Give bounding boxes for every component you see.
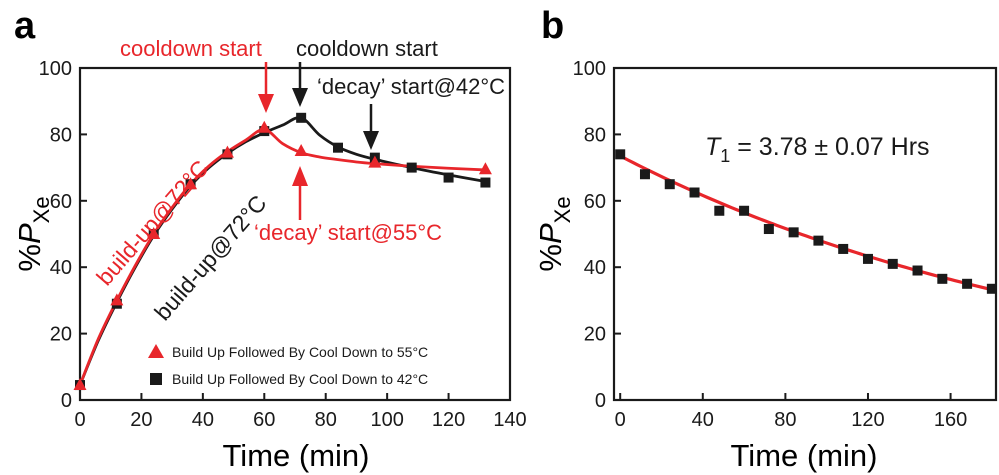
x-tick-label: 140 <box>493 409 526 431</box>
data-point-square <box>788 227 799 238</box>
data-point-square <box>615 149 626 160</box>
data-point-triangle <box>110 293 124 306</box>
chart-b-fit-line <box>615 152 993 292</box>
x-tick-label: 120 <box>432 409 465 431</box>
exponential-fit-line <box>615 152 993 292</box>
chart-b-xlabel: Time (min) <box>731 438 878 473</box>
chart-a-points <box>73 112 492 391</box>
chart-b-ylabel: %PXe <box>533 196 575 271</box>
y-tick-label: 60 <box>584 191 606 213</box>
x-tick-label: 100 <box>370 409 403 431</box>
chart-a-legend: Build Up Followed By Cool Down to 55°C B… <box>148 344 428 387</box>
legend-label-55: Build Up Followed By Cool Down to 55°C <box>172 344 428 360</box>
x-tick-label: 20 <box>130 409 152 431</box>
chart-a-frame <box>78 66 512 402</box>
panel-label-b: b <box>541 5 564 47</box>
data-point-triangle <box>294 144 308 156</box>
data-point-triangle <box>257 120 271 133</box>
chart-a-ylabel: %PXe <box>12 196 54 271</box>
chart-a: 0 20 40 60 80 100 120 140 0 20 40 60 80 100 %PXe Time… <box>12 36 527 473</box>
data-point-triangle <box>368 155 382 168</box>
data-point-square <box>664 179 675 190</box>
y-tick-label: 20 <box>50 324 72 346</box>
data-point-triangle <box>220 145 234 158</box>
data-point-square <box>406 162 417 173</box>
x-tick-label: 120 <box>851 409 884 431</box>
data-point-triangle <box>147 227 161 239</box>
annotation-cooldown-start-red: cooldown start <box>120 36 262 61</box>
legend-label-42: Build Up Followed By Cool Down to 42°C <box>172 371 428 387</box>
x-tick-label: 40 <box>192 409 214 431</box>
data-point-square <box>838 243 849 254</box>
arrow-cooldown-red <box>258 62 274 113</box>
y-tick-label: 100 <box>573 58 606 80</box>
chart-b-ticks: 0 40 80 120 160 0 20 40 60 80 100 <box>573 58 968 431</box>
y-tick-label: 0 <box>595 390 606 412</box>
data-point-square <box>443 172 454 183</box>
y-tick-label: 80 <box>584 124 606 146</box>
legend-marker-triangle <box>148 344 164 358</box>
x-tick-label: 40 <box>692 409 714 431</box>
chart-b-axes <box>612 66 998 402</box>
chart-a-xlabel: Time (min) <box>223 438 370 473</box>
annotation-cooldown-start-black: cooldown start <box>296 36 438 61</box>
data-point-square <box>333 142 343 153</box>
data-point-square <box>813 235 824 246</box>
arrow-decay-55 <box>292 166 308 220</box>
x-tick-label: 0 <box>615 409 626 431</box>
annotation-decay-start-42: ‘decay’ start@42°C <box>317 74 505 99</box>
data-point-square <box>714 205 725 216</box>
y-tick-label: 60 <box>50 191 72 213</box>
data-point-square <box>739 205 750 216</box>
chart-b-frame <box>612 66 998 402</box>
y-tick-label: 40 <box>584 257 606 279</box>
data-point-square <box>862 253 873 264</box>
data-point-triangle <box>73 378 87 391</box>
data-point-square <box>887 258 898 269</box>
data-point-square <box>986 283 997 294</box>
data-point-square <box>937 273 948 284</box>
data-point-square <box>480 177 491 188</box>
data-point-square <box>639 169 650 180</box>
panel-label-a: a <box>14 5 36 47</box>
x-tick-label: 0 <box>74 409 85 431</box>
chart-a-ticks: 0 20 40 60 80 100 120 140 0 20 40 60 80 100 <box>39 58 527 431</box>
data-point-triangle <box>478 162 492 175</box>
x-tick-label: 80 <box>774 409 796 431</box>
data-point-square <box>912 265 923 276</box>
arrow-decay-42 <box>363 104 379 150</box>
data-point-square <box>296 112 307 123</box>
x-tick-label: 80 <box>315 409 337 431</box>
y-tick-label: 0 <box>61 390 72 412</box>
y-tick-label: 80 <box>50 124 72 146</box>
chart-a-axes <box>78 66 512 402</box>
arrow-cooldown-black <box>292 62 308 107</box>
chart-b-points <box>615 149 997 294</box>
y-tick-label: 40 <box>50 257 72 279</box>
y-tick-label: 100 <box>39 58 72 80</box>
x-tick-label: 160 <box>934 409 967 431</box>
data-point-square <box>962 278 973 289</box>
annotation-decay-start-55: ‘decay’ start@55°C <box>254 220 442 245</box>
data-point-triangle <box>184 177 198 190</box>
x-tick-label: 60 <box>253 409 275 431</box>
data-point-square <box>689 187 700 198</box>
annotation-t1: T1 = 3.78 ± 0.07 Hrs <box>705 133 930 166</box>
legend-marker-square <box>150 373 162 385</box>
data-point-square <box>763 224 774 235</box>
y-tick-label: 20 <box>584 324 606 346</box>
